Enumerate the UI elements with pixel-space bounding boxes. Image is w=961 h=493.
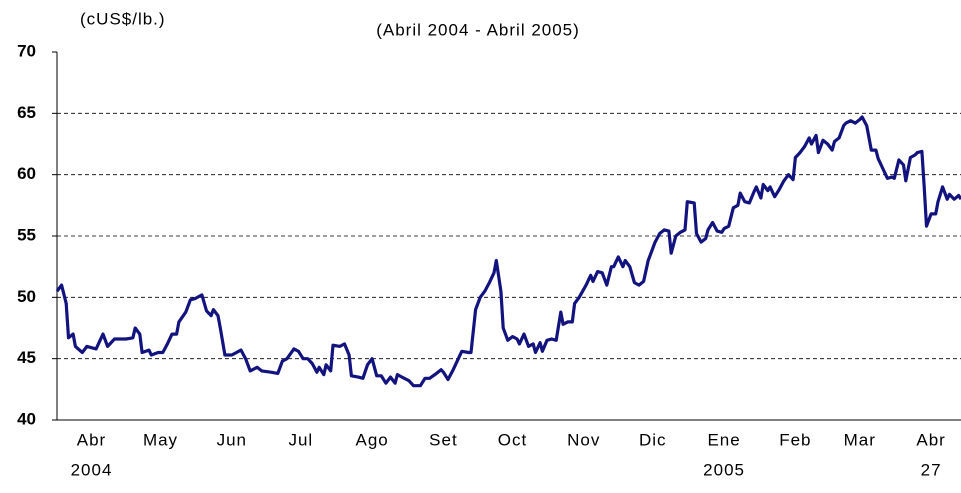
x-tick-label-second-row: 2004 bbox=[71, 460, 113, 479]
chart-subtitle: (Abril 2004 - Abril 2005) bbox=[376, 20, 580, 39]
x-tick-label: Dic bbox=[639, 430, 667, 449]
x-tick-label: Feb bbox=[779, 430, 811, 449]
x-tick-label: Nov bbox=[567, 430, 600, 449]
x-tick-label: Ene bbox=[707, 430, 740, 449]
line-series bbox=[55, 115, 961, 388]
y-tick-label: 60 bbox=[17, 164, 36, 183]
y-tick-label: 55 bbox=[17, 225, 36, 244]
x-tick-label: Jul bbox=[288, 430, 313, 449]
x-tick-label: May bbox=[143, 430, 178, 449]
y-tick-label: 70 bbox=[17, 41, 36, 60]
x-tick-label: Mar bbox=[844, 430, 876, 449]
x-tick-label-second-row: 27 bbox=[921, 460, 942, 479]
y-tick-label: 45 bbox=[17, 348, 36, 367]
y-tick-label: 65 bbox=[17, 103, 36, 122]
x-tick-label: Abr bbox=[77, 430, 106, 449]
unit-label: (cUS$/lb.) bbox=[80, 9, 166, 28]
y-tick-label: 40 bbox=[17, 409, 36, 428]
x-tick-label: Jun bbox=[217, 430, 247, 449]
x-tick-label: Oct bbox=[498, 430, 527, 449]
y-tick-label: 50 bbox=[17, 287, 36, 306]
x-tick-label: Set bbox=[429, 430, 458, 449]
x-tick-label-second-row: 2005 bbox=[703, 460, 745, 479]
x-tick-label: Abr bbox=[916, 430, 945, 449]
x-tick-label: Ago bbox=[356, 430, 389, 449]
